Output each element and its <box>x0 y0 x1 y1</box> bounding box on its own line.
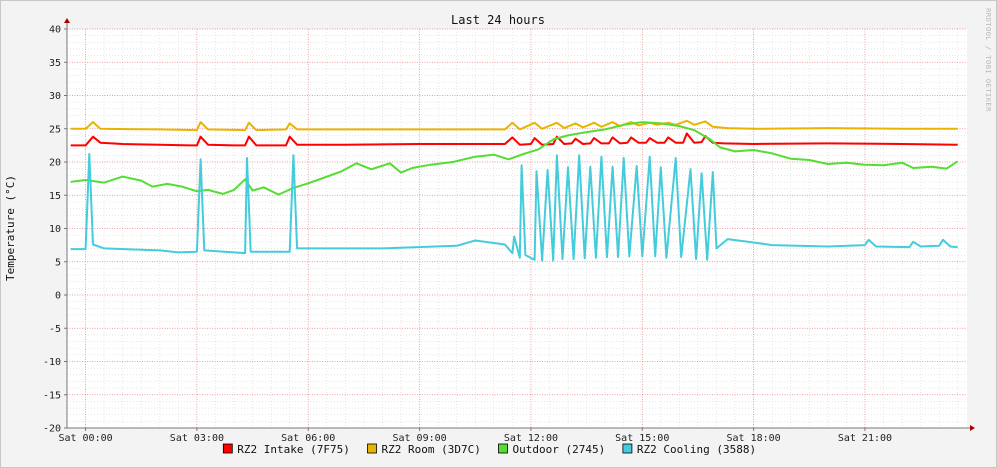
x-tick-label: Sat 03:00 <box>170 433 224 444</box>
x-tick-label: Sat 15:00 <box>615 433 669 444</box>
x-tick-label: Sat 06:00 <box>281 433 335 444</box>
legend-swatch-2 <box>498 443 508 454</box>
y-tick-label: 40 <box>49 25 61 36</box>
legend-swatch-1 <box>367 443 377 454</box>
y-axis-ticks: -20 -15 -10 -5 0 5 10 15 20 25 30 35 40 <box>43 25 67 435</box>
series-line-1 <box>70 119 958 132</box>
legend-entry-3: RZ2 Cooling (3588) <box>637 443 756 456</box>
legend-swatch-3 <box>622 443 633 454</box>
y-tick-label: 25 <box>49 124 61 135</box>
x-tick-label: Sat 00:00 <box>58 433 112 444</box>
y-tick-label: -5 <box>49 324 61 335</box>
series-line-0 <box>70 132 958 147</box>
y-tick-label: 30 <box>49 91 61 102</box>
axes <box>64 18 975 431</box>
x-axis-ticks: Sat 00:00 Sat 03:00 Sat 06:00 Sat 09:00 Sat … <box>58 428 892 444</box>
y-axis-arrow <box>64 18 70 23</box>
y-tick-label: 20 <box>49 158 61 169</box>
y-tick-label: 10 <box>49 224 61 235</box>
legend-entry-2: Outdoor (2745) <box>513 443 606 456</box>
y-tick-label: -15 <box>43 390 61 401</box>
legend-swatch-0 <box>222 443 233 454</box>
chart-title: Last 24 hours <box>451 13 545 27</box>
y-tick-label: -20 <box>43 424 61 435</box>
grid <box>66 28 967 429</box>
legend-entry-0: RZ2 Intake (7F75) <box>237 443 350 456</box>
legend: RZ2 Intake (7F75) RZ2 Room (3D7C) Outdoor … <box>222 443 756 456</box>
y-tick-label: -10 <box>43 357 61 368</box>
x-axis-arrow <box>970 425 975 431</box>
x-tick-label: Sat 21:00 <box>838 433 892 444</box>
series-lines <box>70 119 959 262</box>
y-axis-label: Temperature (°C) <box>4 175 17 281</box>
x-tick-label: Sat 18:00 <box>727 433 781 444</box>
rrdtool-watermark: RRDTOOL / TOBI OETIKER <box>984 8 992 112</box>
y-tick-label: 0 <box>55 291 61 302</box>
legend-entry-1: RZ2 Room (3D7C) <box>382 443 481 456</box>
series-line-3 <box>70 153 958 262</box>
x-tick-label: Sat 09:00 <box>392 433 446 444</box>
y-tick-label: 15 <box>49 191 61 202</box>
x-tick-label: Sat 12:00 <box>504 433 558 444</box>
y-tick-label: 35 <box>49 58 61 69</box>
series-line-2 <box>70 121 959 196</box>
y-tick-label: 5 <box>55 257 61 268</box>
